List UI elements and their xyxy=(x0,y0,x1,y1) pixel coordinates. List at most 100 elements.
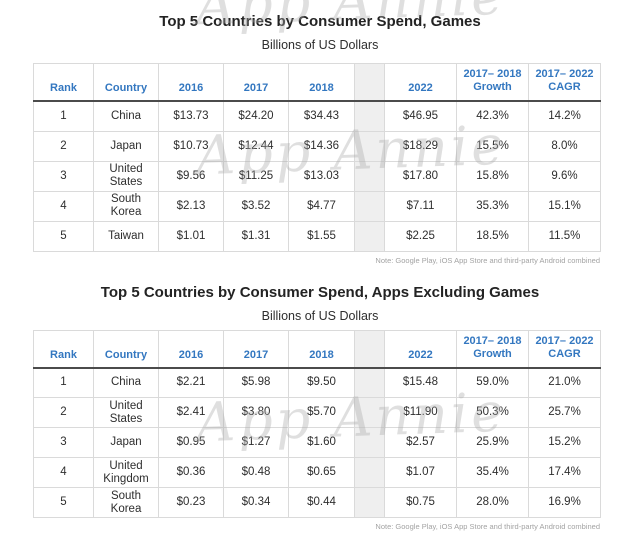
col-header-rank: Rank xyxy=(33,329,94,369)
col-header-rank: Rank xyxy=(33,63,94,102)
cell-cagr: 11.5% xyxy=(528,220,601,252)
cell-cagr: 17.4% xyxy=(528,457,601,488)
cell-growth: 15.8% xyxy=(456,160,529,192)
table-row: 3 United States $9.56 $11.25 $13.03 $17.80 15.… xyxy=(33,160,601,192)
col-header-cagr: 2017– 2022 CAGR xyxy=(528,329,601,369)
cell-growth: 35.3% xyxy=(456,190,529,222)
cell-y2018: $9.50 xyxy=(288,367,355,398)
cell-y2016: $2.13 xyxy=(158,190,224,222)
cell-growth: 35.4% xyxy=(456,457,529,488)
col-header-cagr-line2: CAGR xyxy=(548,81,581,93)
col-header-2018: 2018 xyxy=(288,329,355,369)
cell-rank: 2 xyxy=(33,397,94,428)
col-header-growth-line1: 2017– 2018 xyxy=(463,334,522,347)
cell-cagr: 8.0% xyxy=(528,130,601,162)
cell-rank: 2 xyxy=(33,130,94,162)
games-spend-table: Rank Country 2016 2017 2018 2022 2017– 2… xyxy=(33,63,601,252)
cell-y2016: $9.56 xyxy=(158,160,224,192)
table-row: 1 China $2.21 $5.98 $9.50 $15.48 59.0% 21.0% xyxy=(33,367,601,398)
cell-y2018: $0.44 xyxy=(288,487,355,518)
cell-country: South Korea xyxy=(93,487,159,518)
cell-y2018: $14.36 xyxy=(288,130,355,162)
col-header-cagr-line1: 2017– 2022 xyxy=(535,334,594,347)
cell-y2016: $0.36 xyxy=(158,457,224,488)
cell-y2016: $2.41 xyxy=(158,397,224,428)
col-header-growth-line2: Growth xyxy=(473,347,512,360)
header-row: Rank Country 2016 2017 2018 2022 2017– 2… xyxy=(33,63,601,102)
gap-cell xyxy=(354,100,385,132)
table-row: 5 Taiwan $1.01 $1.31 $1.55 $2.25 18.5% 11.5% xyxy=(33,220,601,252)
col-header-growth: 2017– 2018 Growth xyxy=(456,329,529,369)
cell-rank: 1 xyxy=(33,100,94,132)
cell-growth: 15.5% xyxy=(456,130,529,162)
table-row: 4 South Korea $2.13 $3.52 $4.77 $7.11 35.3% 15.… xyxy=(33,190,601,222)
cell-y2017: $3.52 xyxy=(223,190,289,222)
cell-y2022: $17.80 xyxy=(384,160,457,192)
gap-cell xyxy=(354,427,385,458)
apps-spend-section: Top 5 Countries by Consumer Spend, Apps … xyxy=(0,284,640,531)
apps-table-wrapper: App Annie Rank Country 2016 2017 2018 20… xyxy=(33,329,601,518)
table-row: 5 South Korea $0.23 $0.34 $0.44 $0.75 28.0% 16.… xyxy=(33,487,601,518)
col-header-country: Country xyxy=(93,63,159,102)
apps-spend-table: Rank Country 2016 2017 2018 2022 2017– 2… xyxy=(33,329,601,518)
gap-column-header xyxy=(354,63,385,102)
cell-country: United States xyxy=(93,397,159,428)
cell-y2022: $18.29 xyxy=(384,130,457,162)
cell-y2017: $24.20 xyxy=(223,100,289,132)
cell-country: China xyxy=(93,100,159,132)
gap-cell xyxy=(354,487,385,518)
cell-y2018: $0.65 xyxy=(288,457,355,488)
cell-rank: 5 xyxy=(33,487,94,518)
cell-y2016: $0.23 xyxy=(158,487,224,518)
cell-cagr: 15.1% xyxy=(528,190,601,222)
cell-y2016: $0.95 xyxy=(158,427,224,458)
cell-rank: 1 xyxy=(33,367,94,398)
table-row: 1 China $13.73 $24.20 $34.43 $46.95 42.3% 14.2% xyxy=(33,100,601,132)
col-header-2022: 2022 xyxy=(384,329,457,369)
cell-country: Taiwan xyxy=(93,220,159,252)
col-header-2017: 2017 xyxy=(223,63,289,102)
table-subtitle-games: Billions of US Dollars xyxy=(261,38,379,52)
cell-rank: 3 xyxy=(33,160,94,192)
cell-country: United States xyxy=(93,160,159,192)
col-header-cagr: 2017– 2022 CAGR xyxy=(528,63,601,102)
col-header-growth-line2: Growth xyxy=(473,81,512,93)
cell-y2017: $1.31 xyxy=(223,220,289,252)
games-table-wrapper: App Annie Rank Country 2016 2017 2018 20… xyxy=(33,63,601,252)
col-header-cagr-line1: 2017– 2022 xyxy=(535,68,594,80)
cell-y2018: $13.03 xyxy=(288,160,355,192)
table-row: 2 United States $2.41 $3.80 $5.70 $11.90 50.3%… xyxy=(33,397,601,428)
cell-growth: 25.9% xyxy=(456,427,529,458)
cell-y2022: $1.07 xyxy=(384,457,457,488)
cell-cagr: 14.2% xyxy=(528,100,601,132)
gap-cell xyxy=(354,457,385,488)
cell-growth: 59.0% xyxy=(456,367,529,398)
col-header-2017: 2017 xyxy=(223,329,289,369)
col-header-growth-line1: 2017– 2018 xyxy=(463,68,522,80)
col-header-country: Country xyxy=(93,329,159,369)
cell-y2022: $46.95 xyxy=(384,100,457,132)
cell-y2016: $1.01 xyxy=(158,220,224,252)
table-note-apps: Note: Google Play, iOS App Store and thi… xyxy=(375,522,600,531)
gap-cell xyxy=(354,397,385,428)
gap-cell xyxy=(354,160,385,192)
cell-rank: 3 xyxy=(33,427,94,458)
cell-country: South Korea xyxy=(93,190,159,222)
cell-country: China xyxy=(93,367,159,398)
table-subtitle-apps: Billions of US Dollars xyxy=(261,308,379,323)
cell-y2017: $12.44 xyxy=(223,130,289,162)
cell-y2017: $11.25 xyxy=(223,160,289,192)
cell-y2018: $1.55 xyxy=(288,220,355,252)
col-header-cagr-line2: CAGR xyxy=(548,347,581,360)
col-header-2016: 2016 xyxy=(158,63,224,102)
col-header-2016: 2016 xyxy=(158,329,224,369)
cell-y2022: $15.48 xyxy=(384,367,457,398)
cell-cagr: 16.9% xyxy=(528,487,601,518)
table-row: 2 Japan $10.73 $12.44 $14.36 $18.29 15.5% 8.0% xyxy=(33,130,601,162)
gap-cell xyxy=(354,130,385,162)
cell-rank: 4 xyxy=(33,190,94,222)
col-header-growth: 2017– 2018 Growth xyxy=(456,63,529,102)
cell-y2017: $0.34 xyxy=(223,487,289,518)
cell-y2016: $13.73 xyxy=(158,100,224,132)
cell-country: Japan xyxy=(93,427,159,458)
